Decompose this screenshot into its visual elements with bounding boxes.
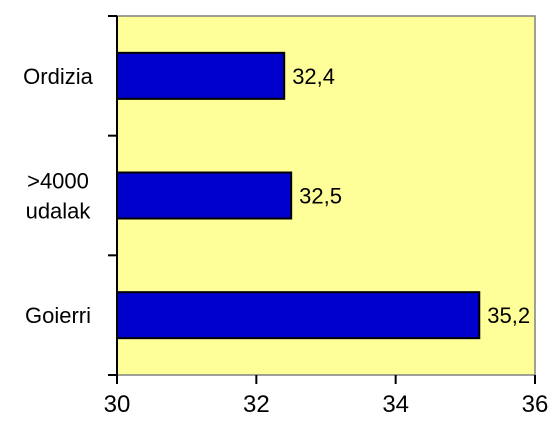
y-axis-ticks [108,15,117,376]
category-label-2-line-0: Goierri [25,303,91,328]
bar-1 [116,171,293,220]
data-label-2: 35,2 [487,303,530,328]
category-label-1-line-0: >4000 [27,169,89,194]
data-labels-group: 32,4 32,5 35,2 [292,64,530,328]
data-label-0: 32,4 [292,64,335,89]
x-axis-ticks [116,375,536,384]
bar-2 [116,291,481,340]
category-label-0-line-0: Ordizia [23,64,93,89]
bar-0 [116,51,286,100]
x-tick-labels-group: 30 32 34 36 [104,391,549,418]
x-tick-label-0: 30 [104,391,131,418]
x-tick-label-2: 34 [382,391,409,418]
category-labels-group: Ordizia >4000 udalak Goierri [23,64,93,328]
x-tick-label-3: 36 [522,391,549,418]
x-tick-label-1: 32 [243,391,270,418]
bars-group [116,51,481,340]
data-label-1: 32,5 [299,184,342,209]
category-label-1-line-1: udalak [26,199,92,224]
